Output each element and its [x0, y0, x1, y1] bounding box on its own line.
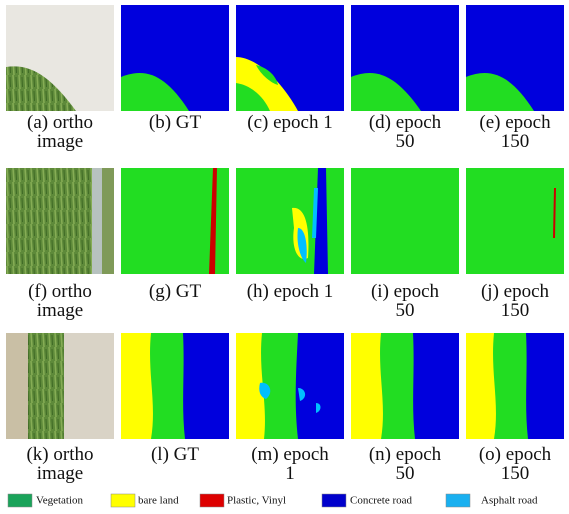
- caption: (e) epoch: [479, 112, 551, 133]
- panel-image: [121, 168, 229, 274]
- caption: 50: [396, 131, 415, 152]
- legend-swatch: [322, 494, 346, 507]
- panel-image: [236, 5, 344, 111]
- panel-image: [351, 333, 459, 439]
- caption: 150: [501, 463, 530, 484]
- panel-image: [6, 333, 114, 439]
- caption: 50: [396, 300, 415, 321]
- caption: 150: [501, 300, 530, 321]
- panel-image: [466, 333, 564, 439]
- caption: (b) GT: [149, 112, 202, 133]
- caption: (f) ortho: [28, 281, 92, 302]
- panel-image: [6, 168, 114, 274]
- legend-label: Asphalt road: [481, 495, 538, 507]
- caption: image: [37, 463, 83, 484]
- caption: (g) GT: [149, 281, 202, 302]
- caption: image: [37, 300, 83, 321]
- caption: (a) ortho: [27, 112, 93, 133]
- panel-image: [351, 5, 459, 111]
- legend-swatch: [111, 494, 135, 507]
- legend-swatch: [200, 494, 224, 507]
- caption: (h) epoch 1: [247, 281, 334, 302]
- legend-swatch: [446, 494, 470, 507]
- panel-image: [6, 5, 114, 111]
- caption: 150: [501, 131, 530, 152]
- caption: (c) epoch 1: [247, 112, 332, 133]
- caption: (i) epoch: [371, 281, 440, 302]
- legend-label: Concrete road: [350, 495, 412, 507]
- caption: (n) epoch: [369, 444, 442, 465]
- panel-image: [466, 5, 564, 111]
- caption: (d) epoch: [369, 112, 442, 133]
- caption: (j) epoch: [481, 281, 550, 302]
- caption: image: [37, 131, 83, 152]
- legend-label: Vegetation: [36, 495, 84, 507]
- panel-image: [351, 168, 459, 274]
- caption: (k) ortho: [26, 444, 93, 465]
- panel-image: [236, 168, 344, 274]
- caption: 1: [285, 463, 295, 484]
- caption: (l) GT: [151, 444, 199, 465]
- legend-label: Plastic, Vinyl: [227, 495, 286, 507]
- panel-image: [121, 5, 229, 111]
- panel-image: [466, 168, 564, 274]
- figure: (a) orthoimage(b) GT(c) epoch 1(d) epoch…: [0, 0, 569, 514]
- caption: (o) epoch: [479, 444, 552, 465]
- legend-swatch: [8, 494, 32, 507]
- legend-label: bare land: [138, 495, 179, 507]
- caption: (m) epoch: [251, 444, 329, 465]
- panel-image: [236, 333, 344, 439]
- panel-image: [121, 333, 229, 439]
- caption: 50: [396, 463, 415, 484]
